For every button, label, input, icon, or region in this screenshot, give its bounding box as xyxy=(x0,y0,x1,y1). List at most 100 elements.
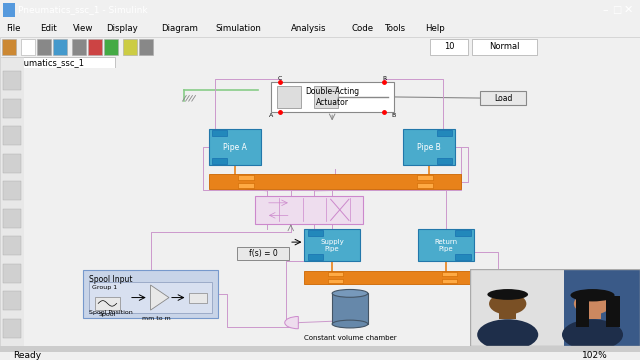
Text: File: File xyxy=(6,24,21,33)
Bar xyxy=(95,297,120,310)
Bar xyxy=(3,57,115,68)
Ellipse shape xyxy=(477,319,538,350)
Bar xyxy=(209,129,261,165)
Bar xyxy=(308,255,323,261)
Bar xyxy=(72,40,86,54)
Bar xyxy=(212,130,227,136)
Bar xyxy=(0,352,640,360)
Bar xyxy=(499,310,516,319)
Text: Analysis: Analysis xyxy=(291,24,326,33)
Bar xyxy=(3,319,21,338)
Text: Return
Pipe: Return Pipe xyxy=(435,239,458,252)
Text: Simulation: Simulation xyxy=(215,24,261,33)
Text: View: View xyxy=(73,24,93,33)
Bar xyxy=(3,291,21,310)
Text: mm to m: mm to m xyxy=(142,316,171,321)
Bar xyxy=(209,174,461,189)
Bar xyxy=(606,296,620,327)
Bar xyxy=(455,230,470,236)
Bar xyxy=(3,181,21,200)
Text: Display: Display xyxy=(106,24,138,33)
Text: Load: Load xyxy=(494,94,512,103)
Text: R: R xyxy=(382,76,387,81)
Bar xyxy=(271,82,394,112)
Bar xyxy=(305,271,480,284)
Bar xyxy=(21,40,35,54)
Bar xyxy=(437,130,452,136)
Bar xyxy=(430,39,468,55)
Text: A: A xyxy=(268,113,273,118)
Polygon shape xyxy=(150,285,169,310)
Text: Supply
Pipe: Supply Pipe xyxy=(320,239,344,252)
Text: Pneumatics_ssc_1: Pneumatics_ssc_1 xyxy=(8,58,84,67)
Text: □: □ xyxy=(612,5,621,15)
Bar xyxy=(584,310,601,319)
Text: B: B xyxy=(392,113,396,118)
Bar xyxy=(455,255,470,261)
Bar xyxy=(328,279,342,283)
Bar xyxy=(123,40,137,54)
Bar xyxy=(89,282,212,313)
Bar xyxy=(238,183,254,188)
Bar xyxy=(314,86,339,108)
Ellipse shape xyxy=(574,293,611,315)
Bar xyxy=(480,91,526,105)
Text: Help: Help xyxy=(426,24,445,33)
Text: 102%: 102% xyxy=(582,351,608,360)
Bar xyxy=(305,229,360,261)
Ellipse shape xyxy=(488,289,528,300)
Bar xyxy=(2,40,16,54)
Bar xyxy=(53,40,67,54)
Text: C: C xyxy=(278,76,282,81)
Bar xyxy=(417,175,433,180)
Text: Normal: Normal xyxy=(489,42,519,51)
Bar xyxy=(437,158,452,165)
Bar xyxy=(189,293,207,302)
Text: Pneumatics_ssc_1 - Simulink: Pneumatics_ssc_1 - Simulink xyxy=(18,5,148,14)
Bar xyxy=(88,40,102,54)
Text: Spool Position: Spool Position xyxy=(89,310,132,315)
Bar xyxy=(308,230,323,236)
Text: Code: Code xyxy=(352,24,374,33)
Bar xyxy=(255,196,363,224)
Bar xyxy=(3,154,21,173)
Text: Spool Input: Spool Input xyxy=(89,275,132,284)
Bar xyxy=(417,183,433,188)
Ellipse shape xyxy=(489,293,526,315)
Bar xyxy=(3,209,21,228)
Text: Edit: Edit xyxy=(40,24,56,33)
Bar xyxy=(419,229,474,261)
Bar xyxy=(37,40,51,54)
Ellipse shape xyxy=(332,320,368,328)
Bar xyxy=(3,264,21,283)
Text: ✕: ✕ xyxy=(623,5,632,15)
Text: Group 1: Group 1 xyxy=(92,285,117,290)
Text: Constant volume chamber: Constant volume chamber xyxy=(304,335,396,341)
Bar xyxy=(332,293,368,324)
Bar xyxy=(328,272,342,276)
Bar xyxy=(212,158,227,165)
Bar xyxy=(403,129,455,165)
Bar xyxy=(238,175,254,180)
Ellipse shape xyxy=(570,289,614,301)
Bar xyxy=(564,269,640,346)
Bar xyxy=(442,279,456,283)
Bar xyxy=(575,296,589,327)
Ellipse shape xyxy=(332,289,368,297)
Text: 10: 10 xyxy=(444,42,454,51)
Wedge shape xyxy=(285,316,298,329)
Bar xyxy=(0,346,640,352)
Bar xyxy=(470,269,564,346)
Text: Tools: Tools xyxy=(385,24,406,33)
Bar xyxy=(472,39,537,55)
Text: Pipe A: Pipe A xyxy=(223,143,247,152)
Bar xyxy=(139,40,153,54)
Text: Double-Acting
Actuator: Double-Acting Actuator xyxy=(305,87,359,107)
Bar xyxy=(237,247,289,260)
Text: f(s) = 0: f(s) = 0 xyxy=(248,249,277,258)
Bar xyxy=(3,3,15,17)
Bar xyxy=(3,71,21,90)
Text: Diagram: Diagram xyxy=(161,24,198,33)
Text: Spool: Spool xyxy=(99,312,116,317)
Bar xyxy=(442,272,456,276)
